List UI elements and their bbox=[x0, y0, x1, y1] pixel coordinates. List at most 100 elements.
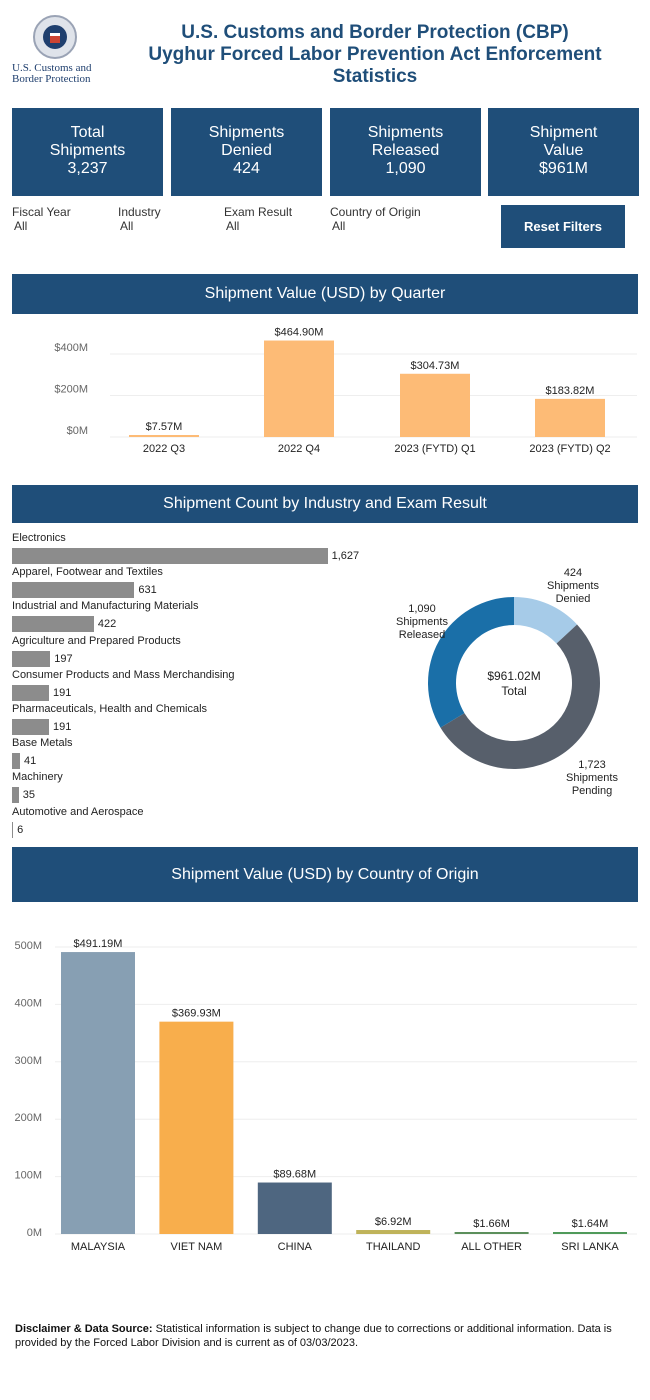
industry-label: Machinery bbox=[12, 771, 63, 784]
kpi-card: Shipment Value $961M bbox=[488, 108, 639, 196]
industry-value: 197 bbox=[54, 652, 73, 665]
kpi-value: 3,237 bbox=[67, 160, 108, 177]
bar-data-label: $1.66M bbox=[473, 1218, 510, 1230]
industry-value: 422 bbox=[97, 618, 117, 631]
x-tick-label: VIET NAM bbox=[171, 1241, 223, 1253]
kpi-value: $961M bbox=[539, 160, 588, 177]
y-tick-label: $0M bbox=[67, 425, 88, 437]
x-tick-label: CHINA bbox=[278, 1241, 313, 1253]
slice-label: Released bbox=[399, 629, 445, 641]
kpi-card: Shipments Denied 424 bbox=[171, 108, 322, 196]
filter-label: Fiscal Year bbox=[12, 205, 71, 219]
bar-data-label: $183.82M bbox=[546, 385, 595, 397]
y-tick-label: 200M bbox=[14, 1112, 42, 1124]
bar-data-label: $1.64M bbox=[572, 1218, 609, 1230]
x-tick-label: ALL OTHER bbox=[461, 1241, 522, 1253]
donut-center-value: $961.02M bbox=[487, 669, 540, 683]
industry-label: Electronics bbox=[12, 532, 66, 544]
filter-label: Industry bbox=[118, 205, 161, 219]
bar-data-label: $89.68M bbox=[273, 1169, 316, 1181]
donut-slice bbox=[428, 597, 514, 728]
x-tick-label: 2023 (FYTD) Q1 bbox=[394, 443, 475, 455]
bar-data-label: $6.92M bbox=[375, 1216, 412, 1228]
kpi-label1: Shipments bbox=[367, 124, 444, 141]
industry-label: Pharmaceuticals, Health and Chemicals bbox=[12, 703, 208, 715]
slice-value-label: 1,090 bbox=[408, 603, 436, 615]
exam-result-donut: 424ShipmentsDenied1,723ShipmentsPending1… bbox=[396, 567, 618, 797]
filter-dropdown[interactable]: All bbox=[226, 219, 240, 233]
country-value-chart: 0M 100M 200M 300M 400M 500M $491.19M MALAYSIA $3… bbox=[14, 938, 637, 1253]
kpi-label2: Denied bbox=[221, 142, 272, 159]
page-title: U.S. Customs and Border Protection (CBP)… bbox=[148, 22, 602, 87]
slice-label: Pending bbox=[572, 785, 612, 797]
industry-bar[interactable] bbox=[12, 684, 50, 701]
industry-value: 35 bbox=[22, 789, 36, 802]
industry-chart-header: Shipment Count by Industry and Exam Resu… bbox=[12, 485, 638, 523]
industry-value: 631 bbox=[138, 584, 157, 597]
industry-bar[interactable] bbox=[12, 787, 19, 804]
x-tick-label: THAILAND bbox=[366, 1241, 420, 1253]
y-tick-label: 100M bbox=[14, 1170, 42, 1182]
kpi-label1: Shipment bbox=[529, 124, 598, 141]
donut-slice bbox=[514, 597, 578, 644]
x-tick-label: SRI LANKA bbox=[561, 1241, 619, 1253]
kpi-label2: Value bbox=[543, 142, 584, 159]
industry-value: 1,627 bbox=[331, 550, 360, 562]
x-tick-label: MALAYSIA bbox=[71, 1241, 126, 1253]
kpi-card: Shipments Released 1,090 bbox=[330, 108, 481, 196]
industry-value: 191 bbox=[53, 686, 72, 699]
industry-bar[interactable] bbox=[12, 616, 94, 633]
slice-label: Shipments bbox=[547, 580, 599, 592]
filter-label: Exam Result bbox=[224, 205, 293, 219]
bar-data-label: $491.19M bbox=[74, 938, 123, 950]
slice-label: Shipments bbox=[566, 772, 618, 784]
country-bar bbox=[454, 1232, 529, 1234]
logo-text: U.S. Customs and Border Protection bbox=[12, 62, 92, 85]
industry-bar[interactable] bbox=[12, 650, 51, 667]
quarter-bar bbox=[535, 398, 605, 437]
slice-value-label: 1,723 bbox=[578, 759, 606, 771]
kpi-value: 1,090 bbox=[385, 160, 426, 177]
bar-data-label: $369.93M bbox=[172, 1008, 221, 1020]
bar-data-label: $7.57M bbox=[146, 421, 183, 433]
industry-bar[interactable] bbox=[12, 582, 135, 599]
country-bar bbox=[553, 1232, 627, 1234]
filter-dropdown[interactable]: All bbox=[332, 219, 346, 233]
filter-dropdown[interactable]: All bbox=[14, 219, 28, 233]
industry-bar[interactable] bbox=[12, 548, 328, 564]
quarter-bar bbox=[129, 435, 199, 437]
donut-slice bbox=[440, 624, 600, 769]
x-tick-label: 2023 (FYTD) Q2 bbox=[529, 443, 610, 455]
country-chart-header: Shipment Value (USD) by Country of Origi… bbox=[12, 847, 638, 902]
reset-filters-button[interactable]: Reset Filters bbox=[501, 205, 625, 248]
filter-dropdown[interactable]: All bbox=[120, 219, 134, 233]
x-tick-label: 2022 Q3 bbox=[143, 443, 185, 455]
industry-value: 191 bbox=[53, 721, 72, 733]
donut-center-label: Total bbox=[501, 684, 526, 698]
kpi-value: 424 bbox=[233, 160, 260, 177]
industry-label: Apparel, Footwear and Textiles bbox=[12, 566, 163, 579]
country-bar bbox=[257, 1182, 332, 1234]
industry-label: Industrial and Manufacturing Materials bbox=[12, 600, 199, 613]
kpi-label2: Shipments bbox=[49, 142, 126, 159]
kpi-label2: Released bbox=[371, 142, 440, 159]
cbp-seal-logo bbox=[33, 15, 77, 59]
filter-label: Country of Origin bbox=[330, 205, 421, 219]
industry-value: 6 bbox=[17, 823, 24, 836]
industry-label: Automotive and Aerospace bbox=[12, 805, 144, 818]
y-tick-label: 300M bbox=[14, 1055, 42, 1067]
y-tick-label: $200M bbox=[54, 384, 88, 396]
industry-bar[interactable] bbox=[12, 821, 14, 838]
kpi-card: Total Shipments 3,237 bbox=[12, 108, 163, 196]
country-bar bbox=[61, 952, 135, 1234]
country-bar bbox=[356, 1230, 431, 1234]
quarter-bar bbox=[264, 340, 334, 437]
y-tick-label: 500M bbox=[14, 940, 42, 952]
kpi-label1: Total bbox=[70, 124, 105, 141]
industry-label: Consumer Products and Mass Merchandising bbox=[12, 668, 235, 681]
industry-bar[interactable] bbox=[12, 753, 20, 770]
industry-bar[interactable] bbox=[12, 719, 50, 735]
bar-data-label: $304.73M bbox=[411, 360, 460, 372]
kpi-label1: Shipments bbox=[208, 124, 285, 141]
bar-data-label: $464.90M bbox=[275, 327, 324, 339]
